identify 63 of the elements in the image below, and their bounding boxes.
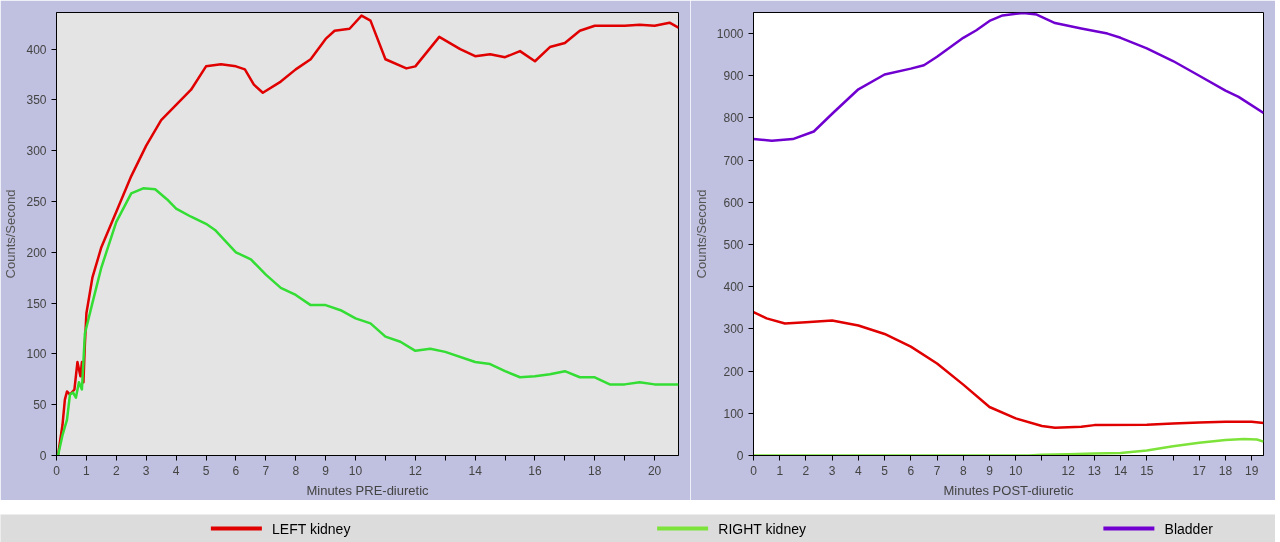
x-tick-label: 9	[322, 463, 330, 478]
x-tick-label: 0	[750, 463, 758, 478]
x-tick-label: 7	[933, 463, 941, 478]
line-series	[753, 310, 1264, 429]
x-tick-label: 15	[1140, 463, 1154, 478]
x-tick-label: 3	[828, 463, 836, 478]
x-tick-label: 1	[776, 463, 784, 478]
y-tick-label: 100	[26, 347, 47, 362]
y-tick-label: 0	[736, 449, 744, 463]
x-tick-label: 12	[408, 463, 423, 478]
y-tick-label: 600	[723, 195, 744, 210]
x-tick-label: 16	[528, 463, 542, 478]
x-axis-title: Minutes POST-diuretic	[943, 482, 1075, 498]
y-tick-label: 300	[26, 144, 47, 159]
x-tick-label: 10	[348, 463, 363, 478]
y-tick-label: 50	[33, 398, 47, 413]
x-tick-label: 2	[112, 463, 120, 478]
y-tick-label: 700	[723, 153, 744, 168]
y-tick-label: 100	[723, 406, 744, 421]
x-tick-label: 20	[647, 463, 662, 478]
y-tick-label: 500	[723, 238, 744, 253]
y-tick-label: 400	[723, 280, 744, 295]
x-tick-label: 7	[262, 463, 270, 478]
y-tick-label: 1000	[716, 27, 744, 42]
x-tick-label: 14	[1113, 463, 1128, 478]
x-tick-label: 18	[1218, 463, 1233, 478]
x-tick-label: 10	[1009, 463, 1023, 478]
legend-label: RIGHT kidney	[718, 520, 806, 537]
y-tick-label: 250	[26, 194, 47, 209]
y-tick-label: 800	[723, 111, 744, 126]
y-tick-label: 200	[723, 364, 744, 379]
x-tick-label: 8	[959, 463, 967, 478]
x-tick-label: 5	[881, 463, 889, 478]
y-tick-label: 900	[723, 69, 744, 84]
x-tick-label: 19	[1245, 463, 1259, 478]
x-tick-label: 6	[232, 463, 240, 478]
y-tick-label: 300	[723, 322, 744, 337]
x-tick-label: 5	[202, 463, 210, 478]
x-tick-label: 4	[172, 463, 180, 478]
x-tick-label: 8	[292, 463, 300, 478]
y-tick-label: 150	[26, 296, 47, 311]
y-axis-title: Counts/Second	[693, 189, 709, 279]
x-tick-label: 18	[588, 463, 602, 478]
y-axis-title: Counts/Second	[3, 189, 19, 279]
x-tick-label: 1	[83, 463, 91, 478]
x-tick-label: 9	[986, 463, 994, 478]
x-tick-label: 2	[802, 463, 810, 478]
x-tick-label: 17	[1192, 463, 1207, 478]
y-tick-label: 350	[26, 93, 47, 108]
x-tick-label: 6	[907, 463, 915, 478]
legend-label: Bladder	[1164, 520, 1214, 537]
line-series	[753, 12, 1264, 143]
x-tick-label: 3	[142, 463, 150, 478]
x-tick-label: 0	[53, 463, 61, 478]
x-tick-label: 13	[1087, 463, 1102, 478]
y-tick-label: 400	[26, 42, 47, 57]
x-tick-label: 12	[1061, 463, 1076, 478]
x-axis-title: Minutes PRE-diuretic	[306, 482, 430, 498]
y-tick-label: 0	[39, 449, 47, 463]
legend-label: LEFT kidney	[272, 520, 351, 537]
y-tick-label: 200	[26, 245, 47, 260]
x-tick-label: 4	[855, 463, 863, 478]
x-tick-label: 14	[468, 463, 483, 478]
